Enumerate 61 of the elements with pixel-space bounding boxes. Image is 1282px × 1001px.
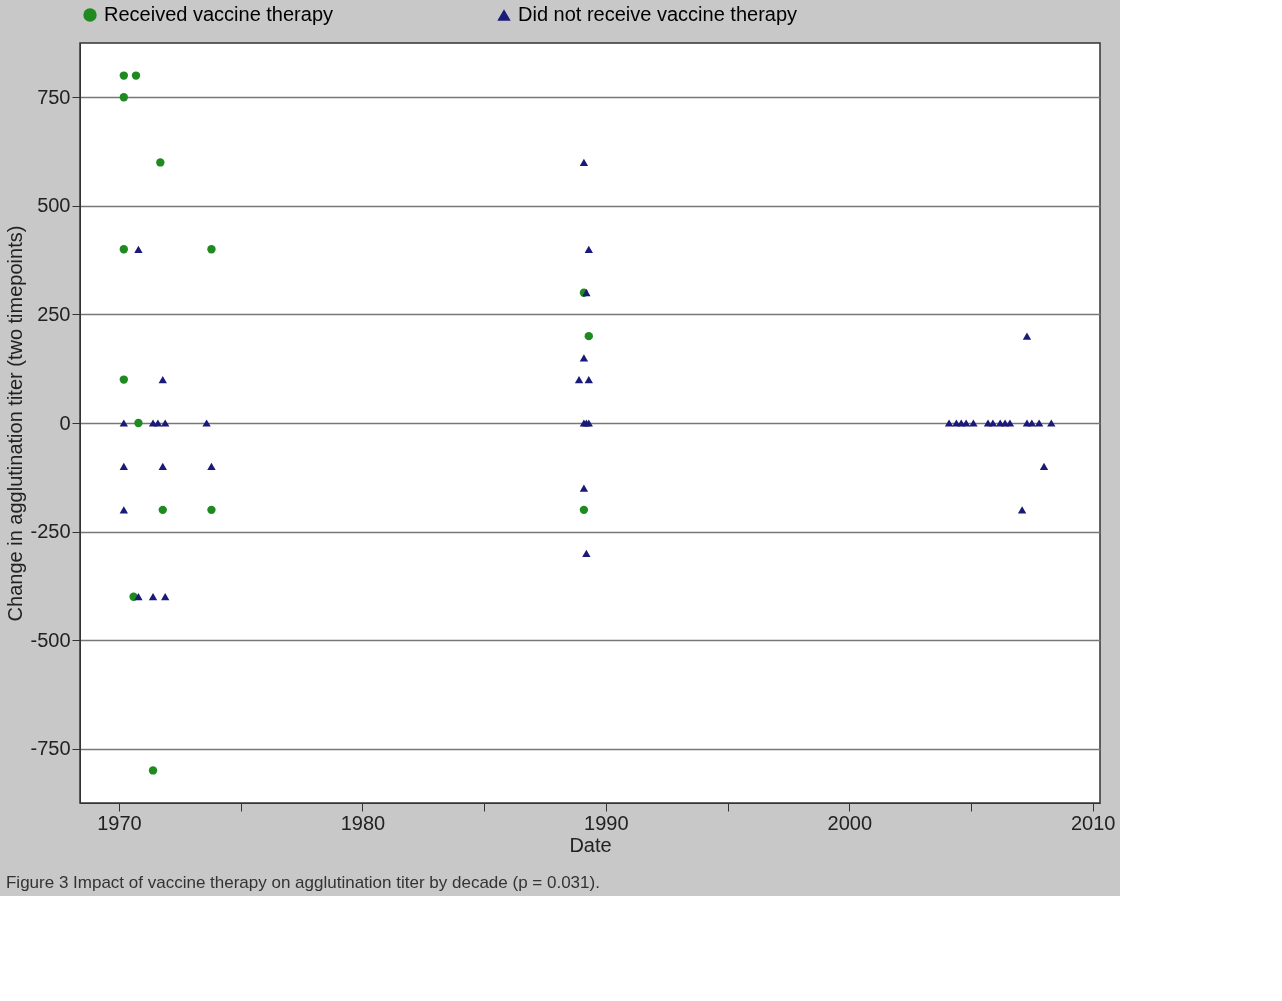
point: [119, 71, 128, 80]
x-tick-label: 1980: [340, 811, 386, 834]
point: [158, 375, 167, 384]
point: [584, 331, 593, 341]
caption: Figure 3 Impact of vaccine therapy on agglutination titer by decade (p = 0.031).: [5, 873, 600, 892]
point: [1027, 419, 1037, 427]
point: [202, 419, 211, 427]
point: [161, 593, 170, 601]
point: [1005, 419, 1015, 427]
point: [579, 354, 589, 362]
point: [579, 484, 589, 492]
x-tick-label: 2010: [1070, 811, 1116, 834]
legend-label: Received vaccine therapy: [104, 3, 334, 25]
point: [119, 506, 128, 514]
point: [119, 419, 128, 427]
point: [988, 419, 998, 427]
point: [134, 418, 143, 428]
y-axis-title: Change in agglutination titer (two timepoints): [4, 225, 27, 622]
point: [582, 549, 591, 557]
point: [119, 93, 128, 102]
x-tick-label: 2000: [827, 811, 873, 834]
point: [161, 419, 170, 427]
y-tick-label: 750: [37, 85, 71, 108]
point: [579, 505, 589, 515]
point: [207, 462, 216, 471]
y-tick-label: -250: [30, 520, 71, 543]
point: [148, 766, 158, 775]
point: [134, 593, 143, 601]
point: [1047, 419, 1056, 427]
point: [584, 375, 593, 384]
point: [158, 462, 167, 471]
point: [574, 375, 584, 384]
y-tick-label: 250: [37, 302, 71, 325]
legend-label: Did not receive vaccine therapy: [518, 3, 798, 25]
point: [961, 419, 971, 427]
point: [207, 245, 216, 254]
point: [158, 505, 167, 515]
y-tick-label: 500: [37, 194, 71, 217]
point: [944, 419, 954, 427]
x-axis-title: Date: [569, 833, 612, 856]
point: [119, 245, 128, 254]
x-tick-label: 1990: [584, 811, 629, 834]
y-tick-label: 0: [59, 411, 71, 434]
y-tick-label: -750: [30, 737, 71, 760]
point: [156, 158, 165, 167]
point: [1022, 332, 1032, 340]
x-tick-label: 1970: [97, 811, 142, 834]
point: [131, 71, 141, 80]
point: [148, 593, 158, 601]
point: [1039, 462, 1049, 471]
point: [153, 419, 163, 427]
point: [119, 462, 128, 471]
point: [969, 419, 978, 427]
y-tick-label: -500: [30, 628, 71, 651]
point: [207, 505, 216, 515]
point: [579, 158, 589, 167]
point: [119, 375, 128, 384]
point: [1034, 419, 1044, 427]
point: [134, 245, 143, 253]
point: [584, 245, 593, 253]
point: [1017, 506, 1027, 514]
